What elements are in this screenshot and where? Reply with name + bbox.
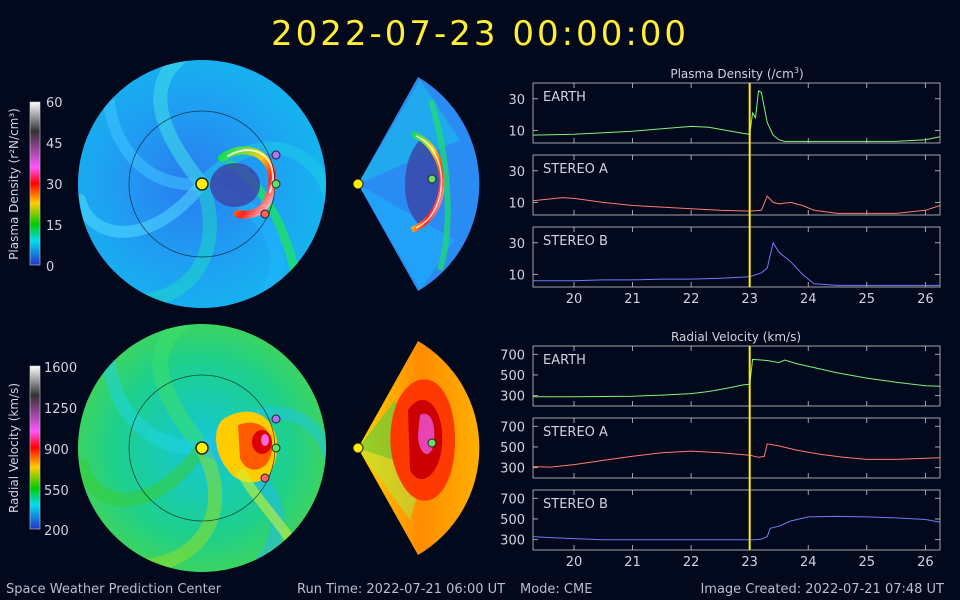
org-label: Space Weather Prediction Center	[6, 582, 222, 597]
series-panel-0-1: 10 30 STEREO A	[508, 154, 941, 216]
velocity-tick: 1600	[44, 361, 77, 376]
x-tick-label: 20	[566, 555, 583, 570]
y-tick-label: 10	[508, 196, 525, 211]
y-tick-label: 700	[500, 492, 525, 507]
y-tick-label: 300	[500, 462, 525, 477]
density-tick: 30	[46, 178, 63, 193]
y-tick-label: 700	[500, 348, 525, 363]
y-tick-label: 700	[500, 420, 525, 435]
series-panel-1-2: 300 500 700 STEREO B	[500, 489, 941, 551]
panel-frame	[532, 154, 941, 216]
density-tick: 15	[46, 219, 63, 234]
series-panel-0-0: 10 30 EARTH	[508, 82, 941, 144]
panel-frame	[532, 82, 941, 144]
velocity-colorbar-label: Radial Velocity (km/s)	[7, 383, 21, 513]
panel-frame	[532, 417, 941, 479]
density-tick: 45	[46, 137, 63, 152]
mode-label: Mode: CME	[520, 582, 593, 597]
x-tick-label: 24	[800, 555, 817, 570]
velocity-tick: 900	[44, 443, 69, 458]
timeseries-plots: 10 30 EARTH 10 30 STEREO A 10 30 STEREO B 20 21 22 2…	[500, 82, 941, 570]
velocity-tick: 550	[44, 484, 69, 499]
velocity-panel-title: Radial Velocity (km/s)	[671, 330, 801, 344]
series-panel-0-2: 10 30 STEREO B	[508, 226, 941, 288]
y-tick-label: 30	[508, 165, 525, 180]
y-tick-label: 30	[508, 93, 525, 108]
x-tick-label: 25	[859, 292, 876, 307]
density-tick: 60	[46, 96, 63, 111]
series-panel-1-0: 300 500 700 EARTH	[500, 345, 941, 407]
velocity-colorbar: Radial Velocity (km/s) 1600 1250 900 550…	[7, 361, 77, 539]
y-tick-label: 500	[500, 369, 525, 384]
y-tick-label: 500	[500, 441, 525, 456]
x-tick-label: 25	[859, 555, 876, 570]
y-tick-label: 300	[500, 390, 525, 405]
series-name: EARTH	[543, 90, 586, 105]
velocity-tick: 200	[44, 524, 69, 539]
stereo-b-marker	[271, 150, 281, 160]
y-tick-label: 10	[508, 124, 525, 139]
x-tick-label: 22	[683, 555, 700, 570]
datetime-title: 2022-07-23 00:00:00	[270, 14, 690, 54]
y-tick-label: 500	[500, 513, 525, 528]
density-colorbar: Plasma Density (r²N/cm³) 60 45 30 15 0	[7, 96, 63, 275]
series-name: STEREO B	[543, 234, 608, 249]
series-line	[532, 195, 941, 214]
series-name: STEREO A	[543, 162, 608, 177]
series-line	[532, 515, 941, 541]
density-colorbar-label: Plasma Density (r²N/cm³)	[7, 108, 21, 260]
series-line	[532, 90, 941, 142]
run-time-label: Run Time: 2022-07-21 06:00 UT	[297, 582, 506, 597]
x-tick-label: 23	[741, 555, 758, 570]
x-tick-label: 24	[800, 292, 817, 307]
density-meridional-wedge	[352, 77, 480, 291]
velocity-tick: 1250	[44, 402, 77, 417]
y-tick-label: 300	[500, 534, 525, 549]
velocity-ecliptic-disk	[78, 324, 326, 572]
series-panel-1-1: 300 500 700 STEREO A	[500, 417, 941, 479]
x-tick-label: 26	[917, 555, 934, 570]
stereo-a-marker	[260, 209, 270, 219]
density-ecliptic-disk	[78, 60, 326, 308]
density-panel-title: Plasma Density (/cm3)	[670, 66, 803, 81]
series-name: STEREO B	[543, 497, 608, 512]
series-name: EARTH	[543, 353, 586, 368]
x-tick-label: 21	[624, 292, 641, 307]
series-name: STEREO A	[543, 425, 608, 440]
x-tick-label: 26	[917, 292, 934, 307]
series-line	[533, 358, 941, 398]
image-created-label: Image Created: 2022-07-21 07:48 UT	[700, 582, 944, 597]
y-tick-label: 30	[508, 237, 525, 252]
sun-marker	[195, 177, 209, 191]
x-tick-label: 23	[741, 292, 758, 307]
x-tick-label: 22	[683, 292, 700, 307]
earth-marker	[271, 179, 281, 189]
x-tick-label: 21	[624, 555, 641, 570]
series-line	[532, 443, 941, 468]
density-tick: 0	[46, 260, 54, 275]
x-tick-label: 20	[566, 292, 583, 307]
y-tick-label: 10	[508, 268, 525, 283]
velocity-meridional-wedge	[352, 341, 480, 555]
series-line	[533, 241, 940, 286]
